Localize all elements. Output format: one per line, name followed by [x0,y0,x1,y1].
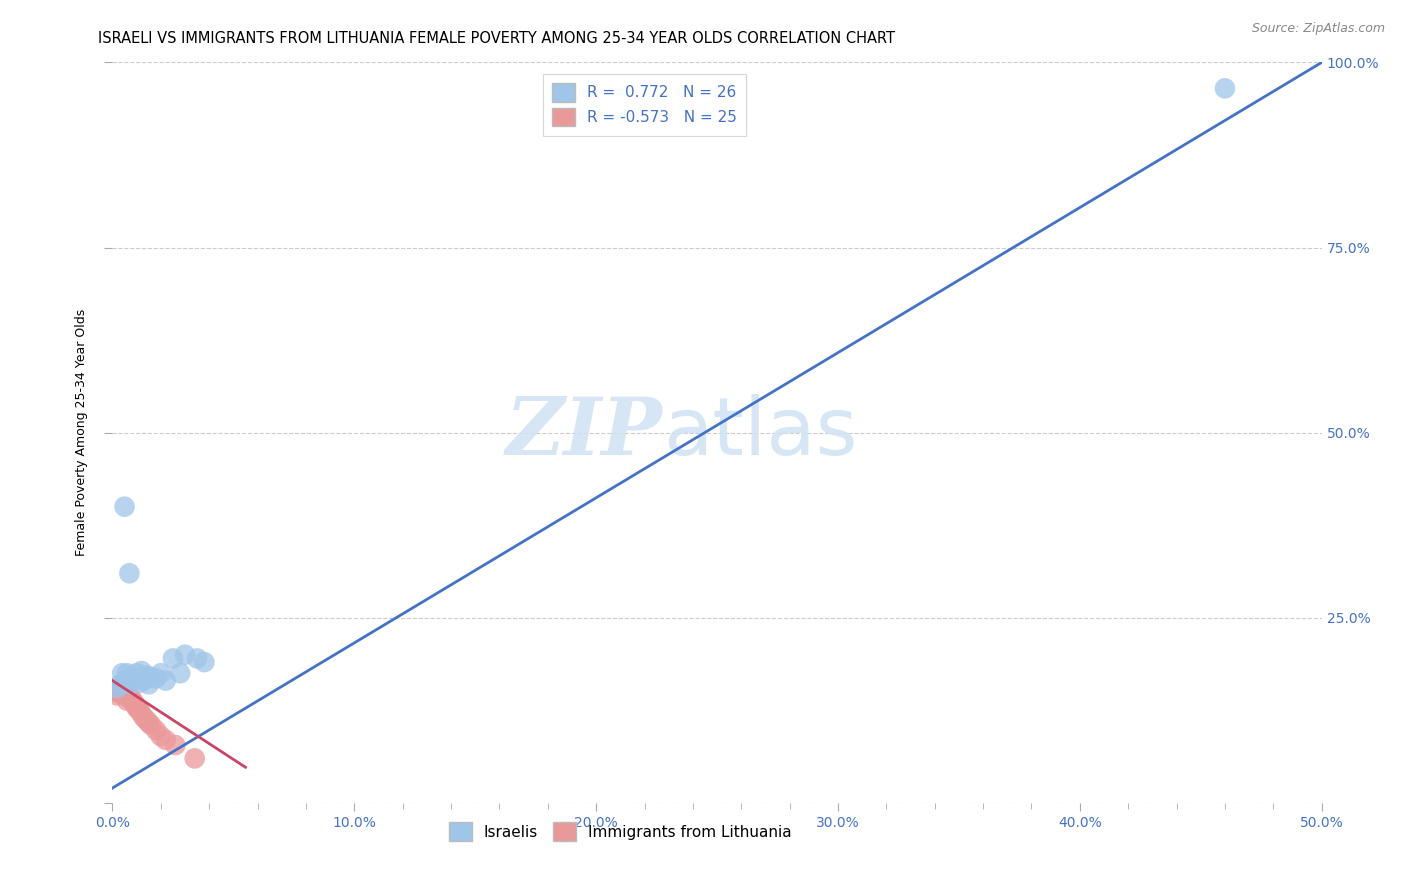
Point [115,666,138,681]
Point [111,681,134,695]
Point [111,666,134,681]
Point [114,689,136,703]
Point [114,500,136,514]
Point [108,686,131,700]
Legend: Israelis, Immigrants from Lithuania: Israelis, Immigrants from Lithuania [443,816,799,847]
Point [155,673,177,688]
Point [1213,81,1236,95]
Point [125,701,148,715]
Y-axis label: Female Poverty Among 25-34 Year Olds: Female Poverty Among 25-34 Year Olds [75,309,89,557]
Point [114,683,136,698]
Point [149,666,172,681]
Point [145,672,167,686]
Point [128,703,150,717]
Point [145,723,167,738]
Point [125,666,148,681]
Point [114,673,136,688]
Point [132,673,155,688]
Point [118,690,141,705]
Point [138,677,160,691]
Point [165,738,187,752]
Point [155,732,177,747]
Point [122,672,145,686]
Point [135,668,157,682]
Point [118,566,141,581]
Point [141,718,163,732]
Point [174,648,197,662]
Point [118,677,141,691]
Point [115,693,138,707]
Point [105,689,128,703]
Point [169,666,191,681]
Point [138,715,160,730]
Point [135,713,157,727]
Point [193,655,215,669]
Point [115,686,138,700]
Text: atlas: atlas [662,393,858,472]
Point [108,677,131,691]
Point [105,681,128,695]
Point [186,651,208,665]
Text: ISRAELI VS IMMIGRANTS FROM LITHUANIA FEMALE POVERTY AMONG 25-34 YEAR OLDS CORREL: ISRAELI VS IMMIGRANTS FROM LITHUANIA FEM… [98,31,896,46]
Point [132,711,155,725]
Point [128,676,150,690]
Point [183,751,205,765]
Point [121,670,143,684]
Point [141,670,163,684]
Point [122,696,145,710]
Point [162,651,184,665]
Point [121,693,143,707]
Text: Source: ZipAtlas.com: Source: ZipAtlas.com [1251,22,1385,36]
Point [131,706,153,721]
Point [121,692,143,706]
Text: ZIP: ZIP [506,394,662,471]
Point [131,664,153,678]
Point [149,729,172,743]
Point [125,699,148,714]
Point [104,685,127,699]
